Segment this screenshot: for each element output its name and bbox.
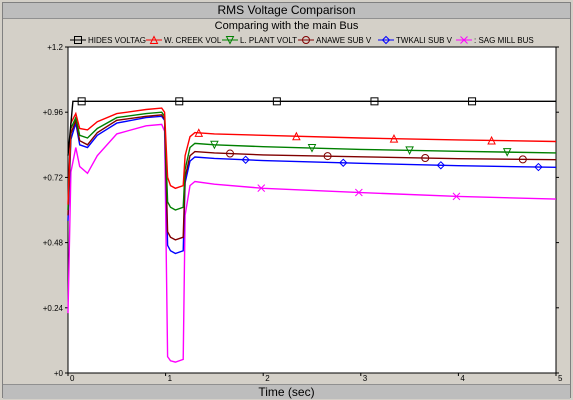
legend-label: TWKALI SUB V: [396, 36, 453, 45]
series-marker: [354, 188, 363, 197]
legend-marker: [149, 35, 159, 44]
series-line: [67, 100, 556, 156]
series-marker: [323, 152, 332, 161]
legend-marker: [74, 36, 82, 44]
x-tick-label: 3: [363, 374, 368, 383]
series-marker: [307, 144, 317, 153]
series-marker: [534, 162, 543, 172]
legend-label: : SAG MILL BUS: [474, 36, 534, 45]
legend-label: L. PLANT VOLT: [240, 36, 297, 45]
series-marker: [436, 161, 446, 170]
y-tick-label: +1.2: [47, 43, 63, 52]
legend-label: HIDES VOLTAG: [88, 36, 146, 45]
series-marker: [226, 149, 235, 158]
x-tick-label: 4: [460, 374, 465, 383]
y-tick-label: +0: [54, 369, 64, 378]
series-marker: [272, 97, 281, 106]
series-marker: [77, 97, 86, 106]
y-tick-label: +0.24: [43, 304, 64, 313]
series-line: [67, 115, 557, 255]
x-axis-label: Time (sec): [3, 384, 570, 399]
series-marker: [487, 135, 496, 145]
series-marker: [405, 146, 414, 155]
y-tick-label: +0.72: [43, 173, 64, 182]
series-line: [67, 107, 557, 205]
series-line: [67, 114, 557, 241]
chart-title: RMS Voltage Comparison: [3, 3, 570, 19]
series-line: [67, 123, 557, 363]
legend-label: ANAWE SUB V: [316, 36, 372, 45]
series-marker: [452, 192, 461, 201]
x-tick-label: 5: [558, 374, 563, 383]
x-tick-label: 0: [70, 374, 75, 383]
series-marker: [292, 131, 301, 141]
series-marker: [194, 128, 204, 137]
y-tick-label: +0.48: [43, 239, 64, 248]
series-marker: [518, 155, 527, 164]
chart-subtitle: Comparing with the main Bus: [214, 20, 359, 32]
series-marker: [389, 134, 399, 143]
x-tick-label: 2: [265, 374, 270, 383]
series-marker: [502, 148, 512, 157]
series-marker: [421, 154, 430, 163]
y-tick-label: +0.96: [43, 108, 64, 117]
legend-marker: [302, 36, 310, 44]
legend-marker: [460, 36, 468, 44]
x-tick-label: 1: [168, 374, 173, 383]
series-marker: [175, 97, 184, 106]
series-marker: [257, 184, 266, 192]
legend-label: W. CREEK VOL: [164, 36, 222, 45]
legend-marker: [225, 36, 235, 45]
series-marker: [210, 140, 219, 150]
plot-area: [67, 46, 557, 374]
series-line: [67, 111, 557, 211]
series-marker: [339, 158, 348, 167]
series-marker: [370, 97, 379, 106]
series-marker: [241, 155, 250, 164]
series-marker: [468, 97, 477, 106]
legend-marker: [381, 35, 391, 45]
